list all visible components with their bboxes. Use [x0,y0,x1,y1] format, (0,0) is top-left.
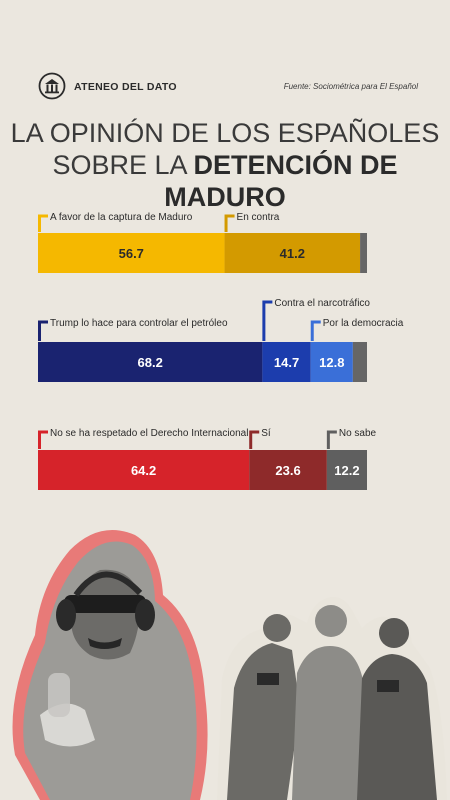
series-label: Trump lo hace para controlar el petróleo [50,318,228,329]
title-line-2: SOBRE LA DETENCIÓN DE MADURO [0,149,450,213]
data-label: 41.2 [280,246,305,261]
data-label: 12.8 [319,355,344,370]
bar-segment [224,233,361,273]
bar-segment [38,342,263,382]
bar-segment [326,450,367,490]
series-label: No se ha respetado el Derecho Internacio… [50,428,248,439]
title-line-2-bold: DETENCIÓN DE MADURO [164,150,398,212]
bar-segment [352,342,367,382]
series-label: No sabe [339,428,377,439]
bar-segment [38,450,250,490]
title-line-1: LA OPINIÓN DE LOS ESPAÑOLES [10,118,440,148]
label-bracket [38,214,48,232]
label-bracket [326,430,337,449]
bar-segment [38,233,225,273]
series-label: Sí [261,428,271,439]
bar-segment [262,342,311,382]
bar-segment [310,342,353,382]
maduro-photo [12,530,208,800]
data-label: 12.2 [334,463,359,478]
series-label: A favor de la captura de Maduro [50,212,193,223]
stacked-bar-chart: A favor de la captura de Maduro 56.7 En co… [38,212,404,490]
brand-name: ATENEO DEL DATO [74,81,177,93]
header: ATENEO DEL DATO Fuente: Sociométrica par… [38,72,418,104]
source-note: Fuente: Sociométrica para El Español [283,82,418,91]
label-bracket [38,320,48,341]
page-title: LA OPINIÓN DE LOS ESPAÑOLES SOBRE LA DET… [0,117,450,213]
arrest-photo [217,596,447,800]
label-bracket [310,320,321,341]
data-label: 14.7 [274,355,299,370]
series-label: Contra el narcotráfico [274,298,370,309]
data-label: 56.7 [119,246,144,261]
series-label: Por la democracia [323,318,404,329]
data-label: 68.2 [138,355,163,370]
title-line-2-prefix: SOBRE LA [52,150,194,180]
data-label: 64.2 [131,463,156,478]
label-bracket [262,300,273,341]
series-label: En contra [237,212,280,223]
bar-segment [249,450,327,490]
label-bracket [38,430,48,449]
bar-segment [360,233,367,273]
building-icon [38,72,66,100]
label-bracket [249,430,260,449]
data-label: 23.6 [275,463,300,478]
label-bracket [224,214,235,232]
